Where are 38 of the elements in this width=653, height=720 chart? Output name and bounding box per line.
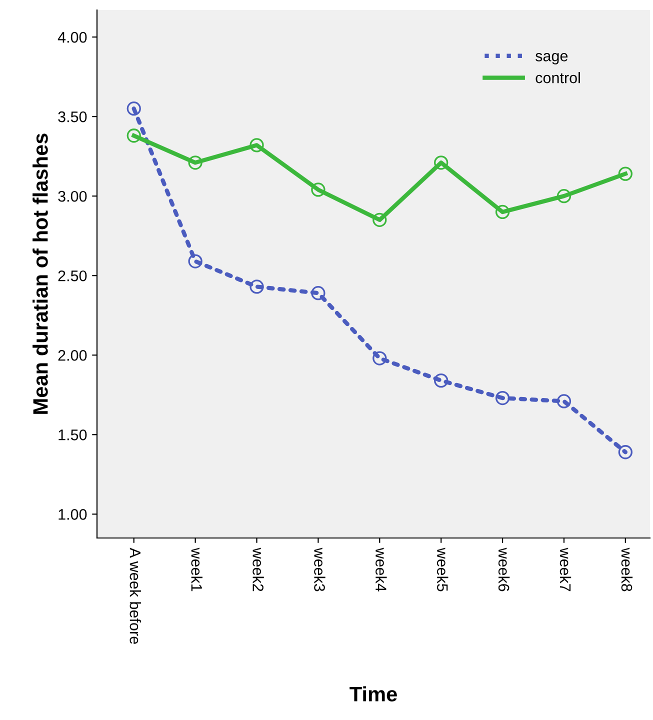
x-tick-label: week1 bbox=[191, 548, 202, 592]
y-tick-label: 1.50 bbox=[58, 429, 87, 440]
point bbox=[434, 373, 448, 388]
x-tick-label: week2 bbox=[252, 548, 264, 592]
point bbox=[250, 138, 264, 152]
x-tick-label: week3 bbox=[314, 548, 326, 592]
point bbox=[126, 128, 141, 143]
point bbox=[250, 280, 264, 294]
legend-label: control bbox=[536, 72, 580, 84]
x-tick-label: week7 bbox=[560, 548, 572, 592]
point bbox=[126, 102, 141, 116]
point bbox=[495, 204, 510, 220]
point bbox=[495, 390, 510, 406]
y-tick-label: 2.00 bbox=[58, 350, 87, 361]
y-tick-label: 1.00 bbox=[58, 509, 87, 520]
y-tick-label: 2.50 bbox=[58, 270, 87, 282]
point bbox=[188, 254, 202, 268]
x-tick-label: week8 bbox=[621, 548, 633, 592]
point bbox=[188, 156, 202, 170]
point bbox=[556, 394, 572, 408]
x-tick-label: week4 bbox=[376, 548, 387, 592]
y-tick-label: 4.00 bbox=[58, 32, 87, 43]
point bbox=[618, 166, 633, 181]
point bbox=[372, 212, 387, 228]
point bbox=[311, 286, 326, 300]
point bbox=[311, 182, 326, 197]
y-tick-label: 3.50 bbox=[58, 111, 87, 122]
point bbox=[618, 445, 633, 460]
y-axis-title: Mean duratian of hot flashes bbox=[32, 134, 48, 414]
x-tick-label: week6 bbox=[498, 548, 510, 592]
x-axis-title: Time bbox=[350, 686, 397, 702]
point bbox=[372, 351, 387, 366]
x-tick-label: A week before bbox=[130, 548, 141, 644]
point bbox=[434, 156, 448, 170]
legend-label: sage bbox=[536, 53, 568, 64]
x-tick-label: week5 bbox=[436, 548, 448, 592]
point bbox=[556, 188, 572, 204]
y-tick-label: 3.00 bbox=[58, 190, 87, 202]
